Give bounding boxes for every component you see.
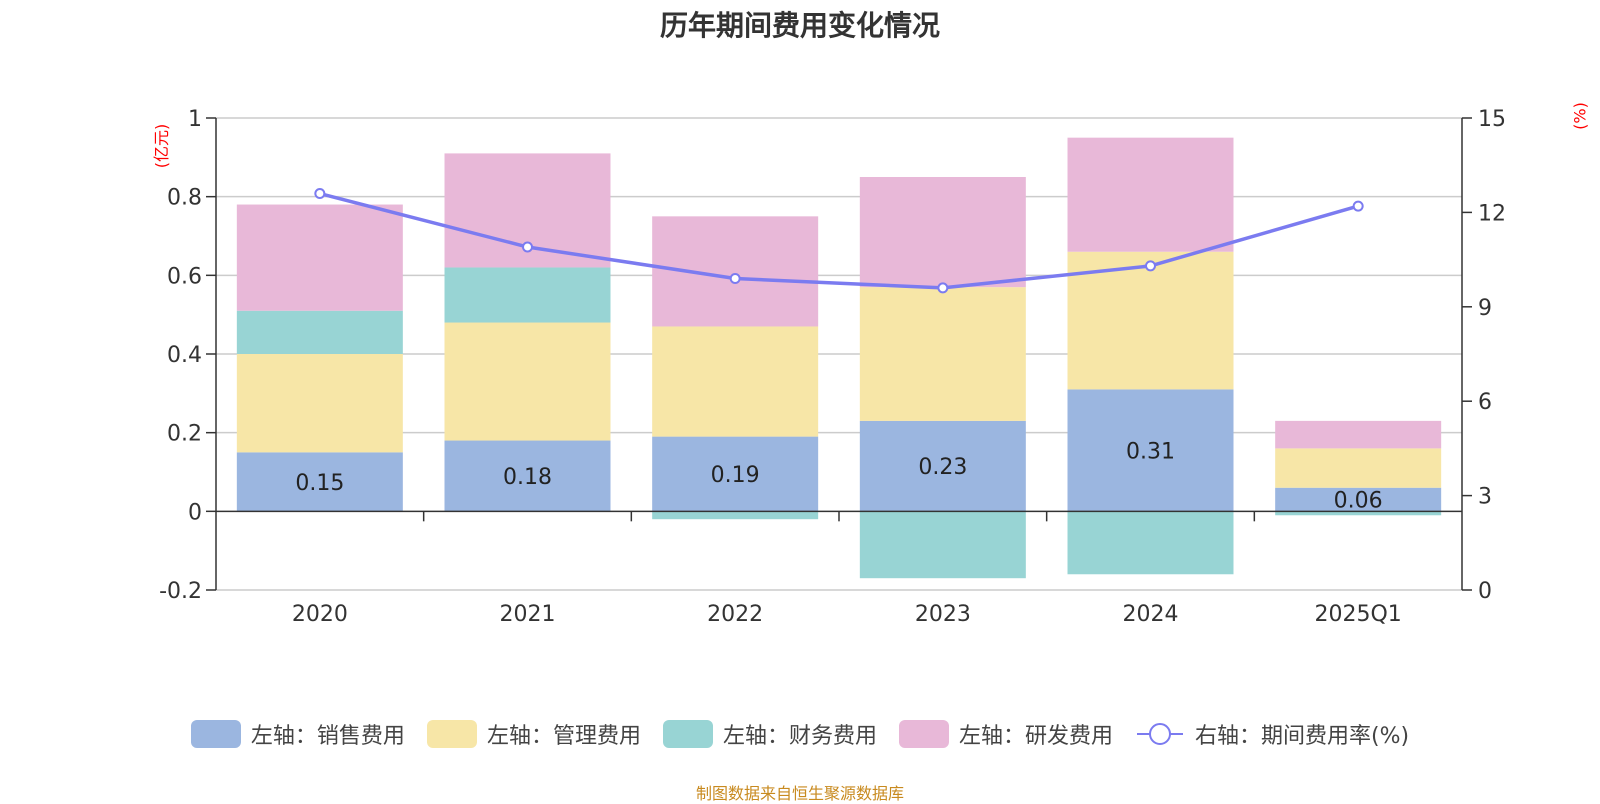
rate-line	[319, 191, 1359, 290]
x-axis-tick-label: 2025Q1	[1315, 602, 1402, 627]
right-axis-tick-label: 15	[1478, 107, 1506, 132]
legend-label: 左轴：财务费用	[722, 724, 877, 749]
bar-segment	[652, 436, 819, 512]
legend-label: 左轴：研发费用	[958, 724, 1113, 749]
bar-segment	[236, 354, 403, 453]
chart-legend: 左轴：销售费用 左轴：管理费用 左轴：财务费用 左轴：研发费用 右轴：期间费用率(%)	[0, 718, 1600, 750]
left-axis-tick-label: 0.2	[167, 422, 202, 447]
left-axis-tick-label: 0.6	[167, 264, 202, 289]
bar-segment	[236, 310, 403, 354]
right-axis-tick-label: 12	[1478, 201, 1506, 226]
rate-point	[522, 241, 533, 253]
legend-item[interactable]: 左轴：研发费用	[898, 718, 1113, 750]
bar-segment	[1067, 511, 1234, 575]
rate-point	[314, 188, 326, 200]
bar-segment	[859, 177, 1026, 288]
bar-segment	[444, 440, 611, 512]
left-axis-tick-label: -0.2	[159, 579, 202, 604]
bar-data-label: 0.23	[918, 455, 967, 480]
bar-segment	[444, 267, 611, 323]
rate-point	[1352, 200, 1364, 212]
bar-segment	[859, 287, 1026, 421]
x-axis-tick-label: 2024	[1123, 602, 1179, 627]
bar-segment	[1067, 137, 1234, 252]
right-axis-tick-label: 9	[1478, 296, 1492, 321]
x-axis-tick-label: 2022	[707, 602, 763, 627]
right-axis-tick-label: 0	[1478, 579, 1492, 604]
x-axis-tick-label: 2023	[915, 602, 971, 627]
x-axis-tick-label: 2020	[292, 602, 348, 627]
right-axis-tick-label: 3	[1478, 485, 1492, 510]
left-axis-tick-label: 1	[188, 107, 202, 132]
x-axis-tick-label: 2021	[500, 602, 556, 627]
legend-swatch-icon	[426, 720, 477, 748]
bar-data-label: 0.06	[1334, 489, 1383, 514]
bar-segment	[236, 204, 403, 311]
legend-item[interactable]: 左轴：财务费用	[662, 718, 877, 750]
bar-data-label: 0.18	[503, 465, 552, 490]
bar-segment	[859, 511, 1026, 579]
legend-line-marker-icon	[1135, 720, 1185, 748]
source-note: 制图数据来自恒生聚源数据库	[695, 784, 904, 803]
bar-segment	[1275, 448, 1442, 488]
legend-swatch-icon	[662, 720, 713, 748]
legend-swatch-icon	[190, 720, 241, 748]
legend-item[interactable]: 右轴：期间费用率(%)	[1135, 718, 1409, 750]
bar-segment	[1275, 511, 1442, 516]
legend-swatch-icon	[898, 720, 949, 748]
legend-label: 右轴：期间费用率(%)	[1194, 724, 1410, 749]
bar-segment	[236, 452, 403, 512]
bar-segment	[1275, 420, 1442, 449]
bar-segment	[444, 322, 611, 441]
bar-data-label: 0.15	[295, 471, 344, 496]
bar-segment	[1067, 389, 1234, 512]
bar-segment	[652, 511, 819, 520]
left-axis-tick-label: 0.4	[167, 343, 202, 368]
legend-item[interactable]: 左轴：管理费用	[426, 718, 641, 750]
chart-plot: -0.2 0 0.2 0.4 0.6 0.8 1 0 3 6 9 12 15 2020 2021 2022 20…	[159, 107, 1506, 627]
legend-label: 左轴：管理费用	[486, 724, 641, 749]
bar-data-label: 0.19	[711, 463, 760, 488]
legend-label: 左轴：销售费用	[250, 724, 405, 749]
bar-segment	[1275, 487, 1442, 512]
chart-title: 历年期间费用变化情况	[659, 9, 940, 42]
bar-segment	[859, 420, 1026, 512]
rate-point	[937, 282, 949, 294]
rate-point	[729, 272, 741, 284]
bar-segment	[652, 326, 819, 437]
bar-segment	[1067, 251, 1234, 390]
left-axis-tick-label: 0.8	[167, 186, 202, 211]
legend-item[interactable]: 左轴：销售费用	[190, 718, 405, 750]
right-axis-tick-label: 6	[1478, 390, 1492, 415]
bar-data-label: 0.31	[1126, 439, 1175, 464]
left-axis-tick-label: 0	[188, 500, 202, 525]
rate-point	[1145, 260, 1156, 272]
